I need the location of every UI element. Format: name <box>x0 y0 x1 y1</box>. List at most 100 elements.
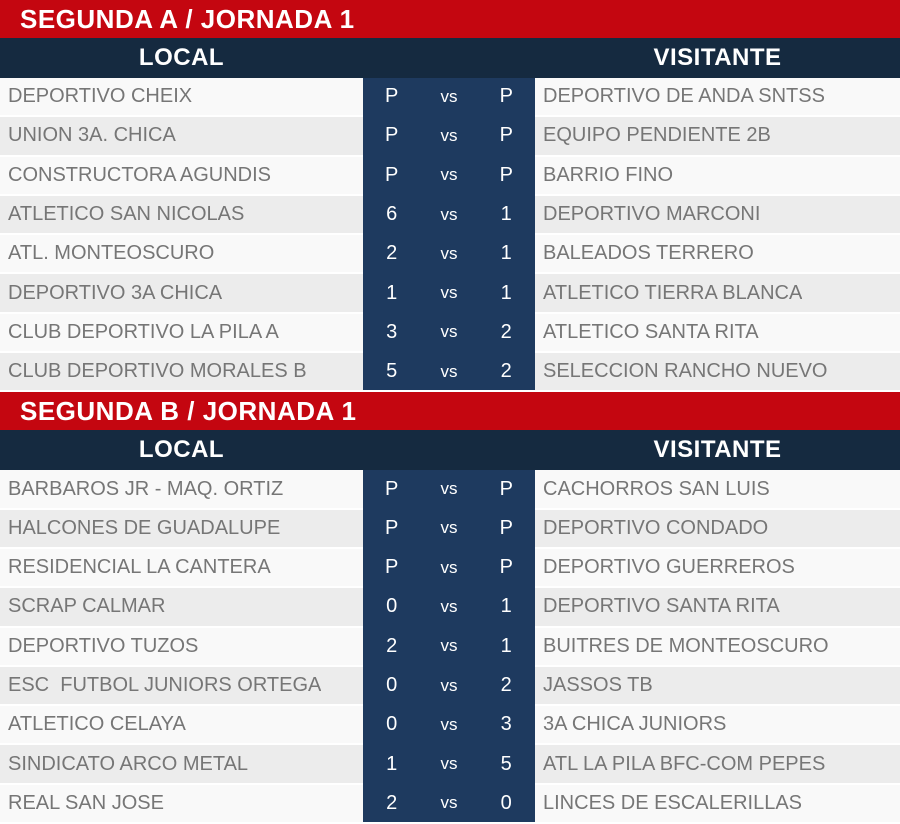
visitor-score-wrap: 1 <box>478 242 535 265</box>
section-title-bar: SEGUNDA A / JORNADA 1 <box>0 0 900 38</box>
local-team-name: SCRAP CALMAR <box>8 595 166 618</box>
local-score-wrap: 6 <box>363 203 420 226</box>
visitor-score: 2 <box>500 320 512 343</box>
column-header-visitante: VISITANTE <box>653 44 782 71</box>
local-team-name: ESC FUTBOL JUNIORS ORTEGA <box>8 674 322 696</box>
score-cell: 2 vs 0 <box>363 785 535 822</box>
local-score-wrap: 1 <box>363 753 420 776</box>
column-header-spacer <box>363 38 535 78</box>
match-row: CLUB DEPORTIVO LA PILA A 3 vs 2 ATLETICO SAN… <box>0 313 900 352</box>
vs-label: vs <box>440 125 458 145</box>
local-team-cell: UNION 3A. CHICA <box>0 117 363 155</box>
vs-label: vs <box>440 557 458 577</box>
local-team-name: ATLETICO CELAYA <box>8 713 186 736</box>
visitor-score: 1 <box>500 203 512 226</box>
local-team-cell: CLUB DEPORTIVO MORALES B <box>0 353 363 391</box>
visitor-score: 1 <box>500 281 512 304</box>
visitor-score-wrap: 0 <box>478 792 535 815</box>
local-team-cell: BARBAROS JR - MAQ. ORTIZ <box>0 470 363 508</box>
vs-wrap: vs <box>420 322 477 342</box>
score-column-backdrop <box>363 78 535 391</box>
visitor-team-cell: 3A CHICA JUNIORS <box>535 706 900 744</box>
visitor-score-wrap: P <box>478 517 535 540</box>
local-team-cell: DEPORTIVO 3A CHICA <box>0 274 363 312</box>
section-title-bar: SEGUNDA B / JORNADA 1 <box>0 392 900 431</box>
match-row: ESC FUTBOL JUNIORS ORTEGA 0 vs 2 JASSOS TB <box>0 666 900 705</box>
match-row: SINDICATO ARCO METAL 1 vs 5 ATL LA PILA BFC-… <box>0 745 900 783</box>
visitor-team-name: DEPORTIVO CONDADO <box>543 516 769 539</box>
visitor-score: 1 <box>500 242 512 265</box>
local-team-cell: RESIDENCIAL LA CANTERA <box>0 548 363 587</box>
local-score: 1 <box>386 281 398 304</box>
vs-wrap: vs <box>420 754 477 774</box>
local-score-wrap: P <box>363 164 420 187</box>
visitor-score-wrap: P <box>478 164 535 187</box>
visitor-score-wrap: 2 <box>478 321 535 344</box>
vs-label: vs <box>440 283 458 303</box>
score-cell: 3 vs 2 <box>363 314 535 351</box>
local-score-wrap: 2 <box>363 792 420 815</box>
local-score: 2 <box>386 242 398 265</box>
section-title: SEGUNDA A / JORNADA 1 <box>20 3 355 34</box>
visitor-score: P <box>499 516 513 539</box>
local-team-name: UNION 3A. CHICA <box>8 124 176 147</box>
match-row: ATL. MONTEOSCURO 2 vs 1 BALEADOS TERRERO <box>0 235 900 273</box>
vs-wrap: vs <box>420 244 477 264</box>
local-score: 0 <box>386 595 398 618</box>
local-score-wrap: P <box>363 478 420 501</box>
local-score-wrap: 2 <box>363 635 420 658</box>
column-header-bar: LOCAL VISITANTE <box>0 38 900 78</box>
score-cell: 1 vs 5 <box>363 745 535 782</box>
local-team-cell: REAL SAN JOSE <box>0 784 363 823</box>
local-score-wrap: P <box>363 517 420 540</box>
visitor-score: 5 <box>500 752 512 775</box>
score-cell: 0 vs 1 <box>363 588 535 625</box>
visitor-team-name: BARRIO FINO <box>543 163 674 186</box>
visitor-team-name: CACHORROS SAN LUIS <box>543 477 770 500</box>
vs-label: vs <box>440 714 458 734</box>
local-score-wrap: 0 <box>363 674 420 697</box>
local-score-wrap: P <box>363 556 420 579</box>
local-team-name: CLUB DEPORTIVO LA PILA A <box>8 320 279 343</box>
vs-label: vs <box>440 243 458 263</box>
vs-wrap: vs <box>420 165 477 185</box>
local-score-wrap: 0 <box>363 595 420 618</box>
visitor-team-name: EQUIPO PENDIENTE 2B <box>543 124 771 147</box>
score-cell: 2 vs 1 <box>363 628 535 665</box>
local-team-cell: ATL. MONTEOSCURO <box>0 235 363 273</box>
visitor-team-cell: BARRIO FINO <box>535 156 900 194</box>
local-team-cell: DEPORTIVO TUZOS <box>0 627 363 665</box>
local-score: 1 <box>386 752 398 775</box>
match-row: SCRAP CALMAR 0 vs 1 DEPORTIVO SANTA RITA <box>0 588 900 626</box>
league-section: SEGUNDA B / JORNADA 1 LOCAL VISITANTE BARBA… <box>0 392 900 823</box>
score-cell: 5 vs 2 <box>363 353 535 390</box>
local-score: P <box>384 163 399 186</box>
local-team-cell: SCRAP CALMAR <box>0 588 363 626</box>
vs-label: vs <box>440 322 458 342</box>
visitor-score-wrap: P <box>478 556 535 579</box>
local-team-name: DEPORTIVO TUZOS <box>8 634 199 657</box>
visitor-team-name: DEPORTIVO MARCONI <box>543 203 761 226</box>
local-team-name: RESIDENCIAL LA CANTERA <box>8 556 271 579</box>
local-score: 5 <box>386 360 398 383</box>
column-header-local: LOCAL <box>138 436 225 464</box>
column-header-local: LOCAL <box>138 44 225 71</box>
visitor-score: 2 <box>500 360 512 383</box>
visitor-score-wrap: P <box>478 478 535 501</box>
visitor-score: 1 <box>500 595 512 618</box>
visitor-team-name: BUITRES DE MONTEOSCURO <box>543 634 829 657</box>
local-score: P <box>384 124 399 147</box>
visitor-score-wrap: P <box>478 124 535 147</box>
vs-wrap: vs <box>420 362 477 382</box>
league-section: SEGUNDA A / JORNADA 1 LOCAL VISITANTE DEPOR… <box>0 0 900 391</box>
local-score: 0 <box>386 674 398 696</box>
score-cell: 0 vs 3 <box>363 706 535 743</box>
local-team-name: ATL. MONTEOSCURO <box>8 242 215 265</box>
visitor-team-cell: ATLETICO SANTA RITA <box>535 313 900 352</box>
score-cell: 6 vs 1 <box>363 196 535 233</box>
visitor-team-name: DEPORTIVO SANTA RITA <box>543 595 780 618</box>
visitor-team-name: 3A CHICA JUNIORS <box>543 713 727 736</box>
